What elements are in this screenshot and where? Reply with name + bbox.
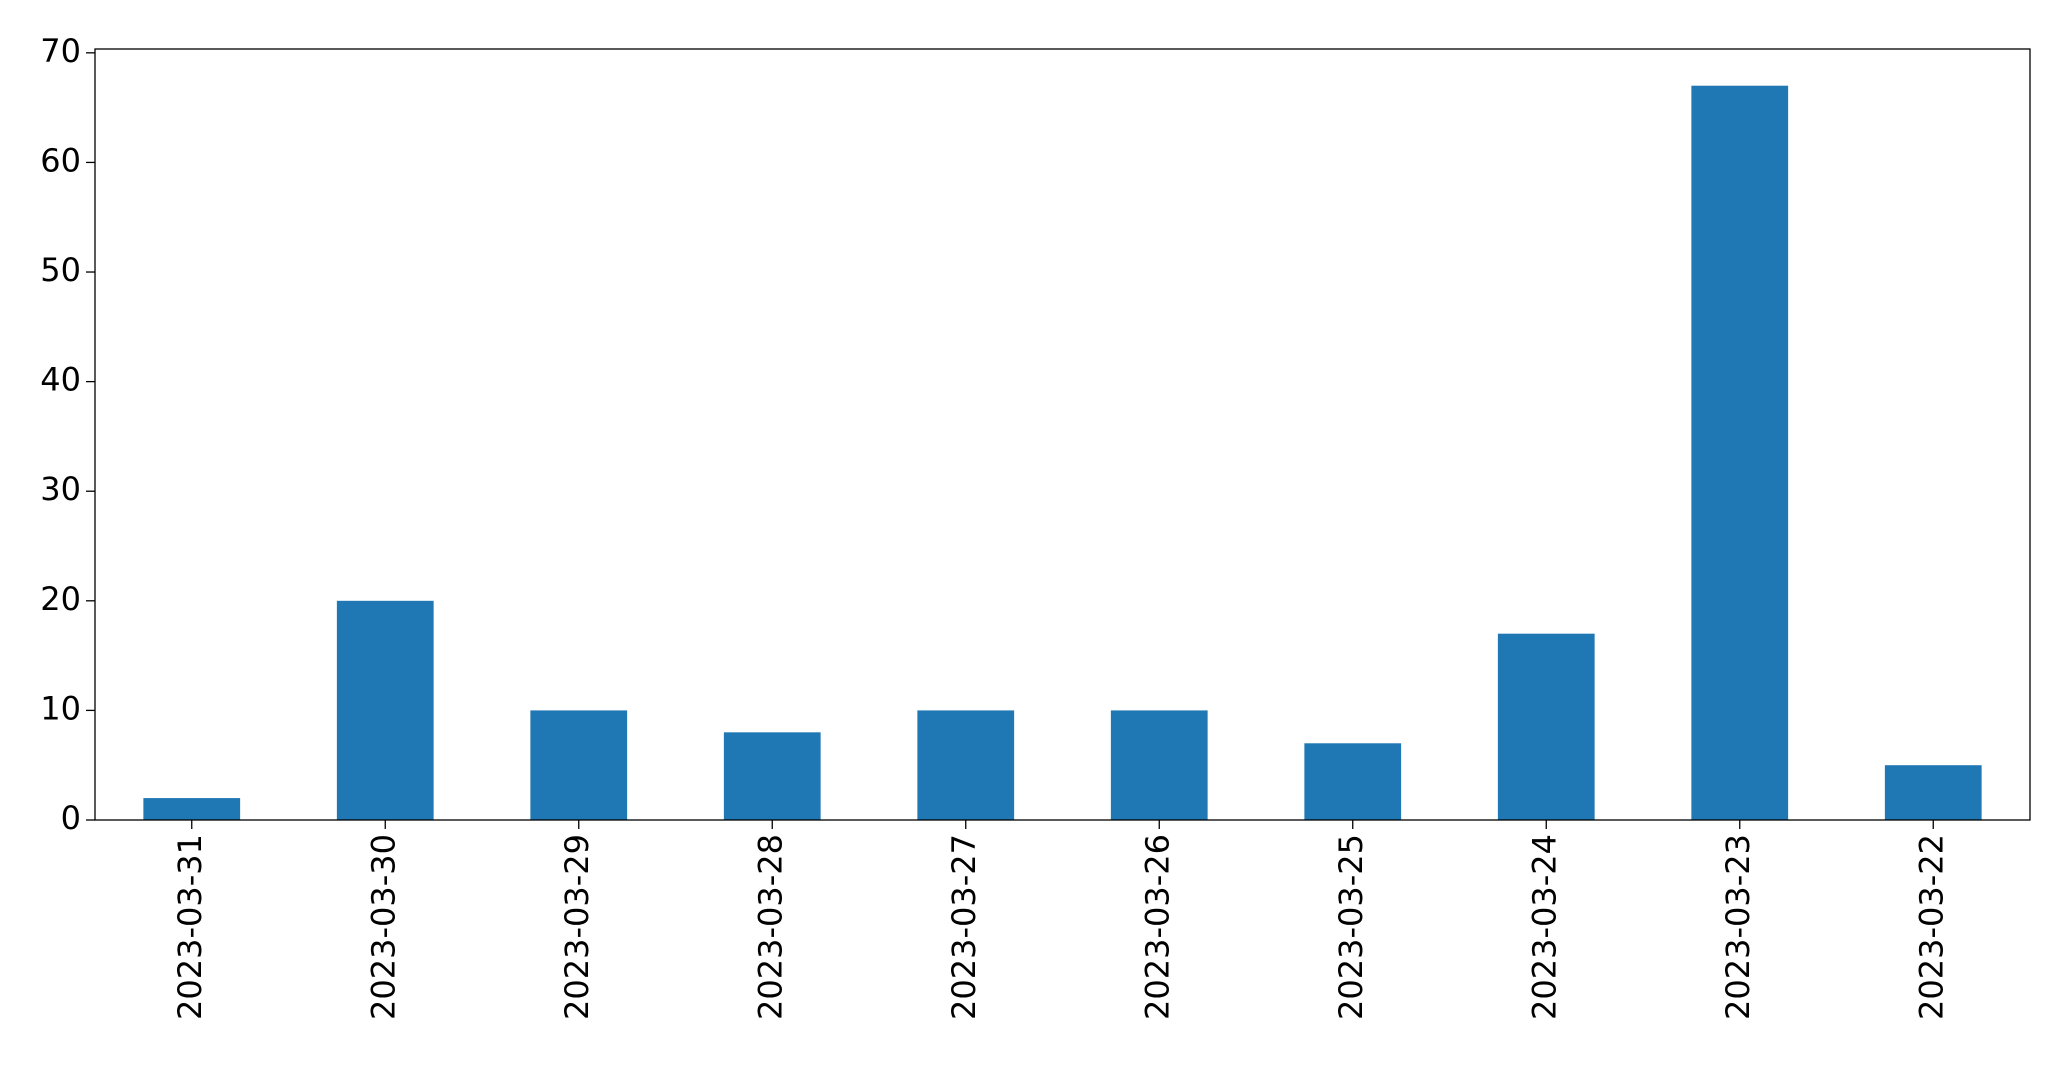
y-tick-label: 40: [40, 361, 81, 399]
bar: [336, 600, 434, 820]
x-tick-label: 2023-03-28: [751, 834, 789, 1020]
y-tick-label: 30: [40, 470, 81, 508]
x-tick-label: 2023-03-31: [171, 834, 209, 1020]
x-tick-label: 2023-03-23: [1719, 834, 1757, 1020]
bar: [1497, 633, 1595, 820]
x-tick-label: 2023-03-27: [945, 834, 983, 1020]
bar: [530, 710, 628, 820]
bar: [1304, 743, 1402, 820]
bar: [1691, 85, 1789, 820]
x-tick-label: 2023-03-29: [558, 834, 596, 1020]
bar: [917, 710, 1015, 820]
bar: [723, 732, 821, 820]
plot-frame: [94, 48, 2031, 821]
y-tick-label: 0: [61, 799, 81, 837]
y-tick-label: 70: [40, 32, 81, 70]
x-tick-label: 2023-03-22: [1912, 834, 1950, 1020]
bar: [1110, 710, 1208, 820]
bar: [1884, 765, 1982, 820]
y-tick-label: 50: [40, 251, 81, 289]
x-tick-label: 2023-03-30: [364, 834, 402, 1020]
x-tick-label: 2023-03-25: [1332, 834, 1370, 1020]
y-tick-label: 20: [40, 580, 81, 618]
y-tick-label: 10: [40, 689, 81, 727]
bar: [143, 798, 241, 820]
x-tick-label: 2023-03-24: [1525, 834, 1563, 1020]
y-tick-label: 60: [40, 141, 81, 179]
x-tick-label: 2023-03-26: [1138, 834, 1176, 1020]
